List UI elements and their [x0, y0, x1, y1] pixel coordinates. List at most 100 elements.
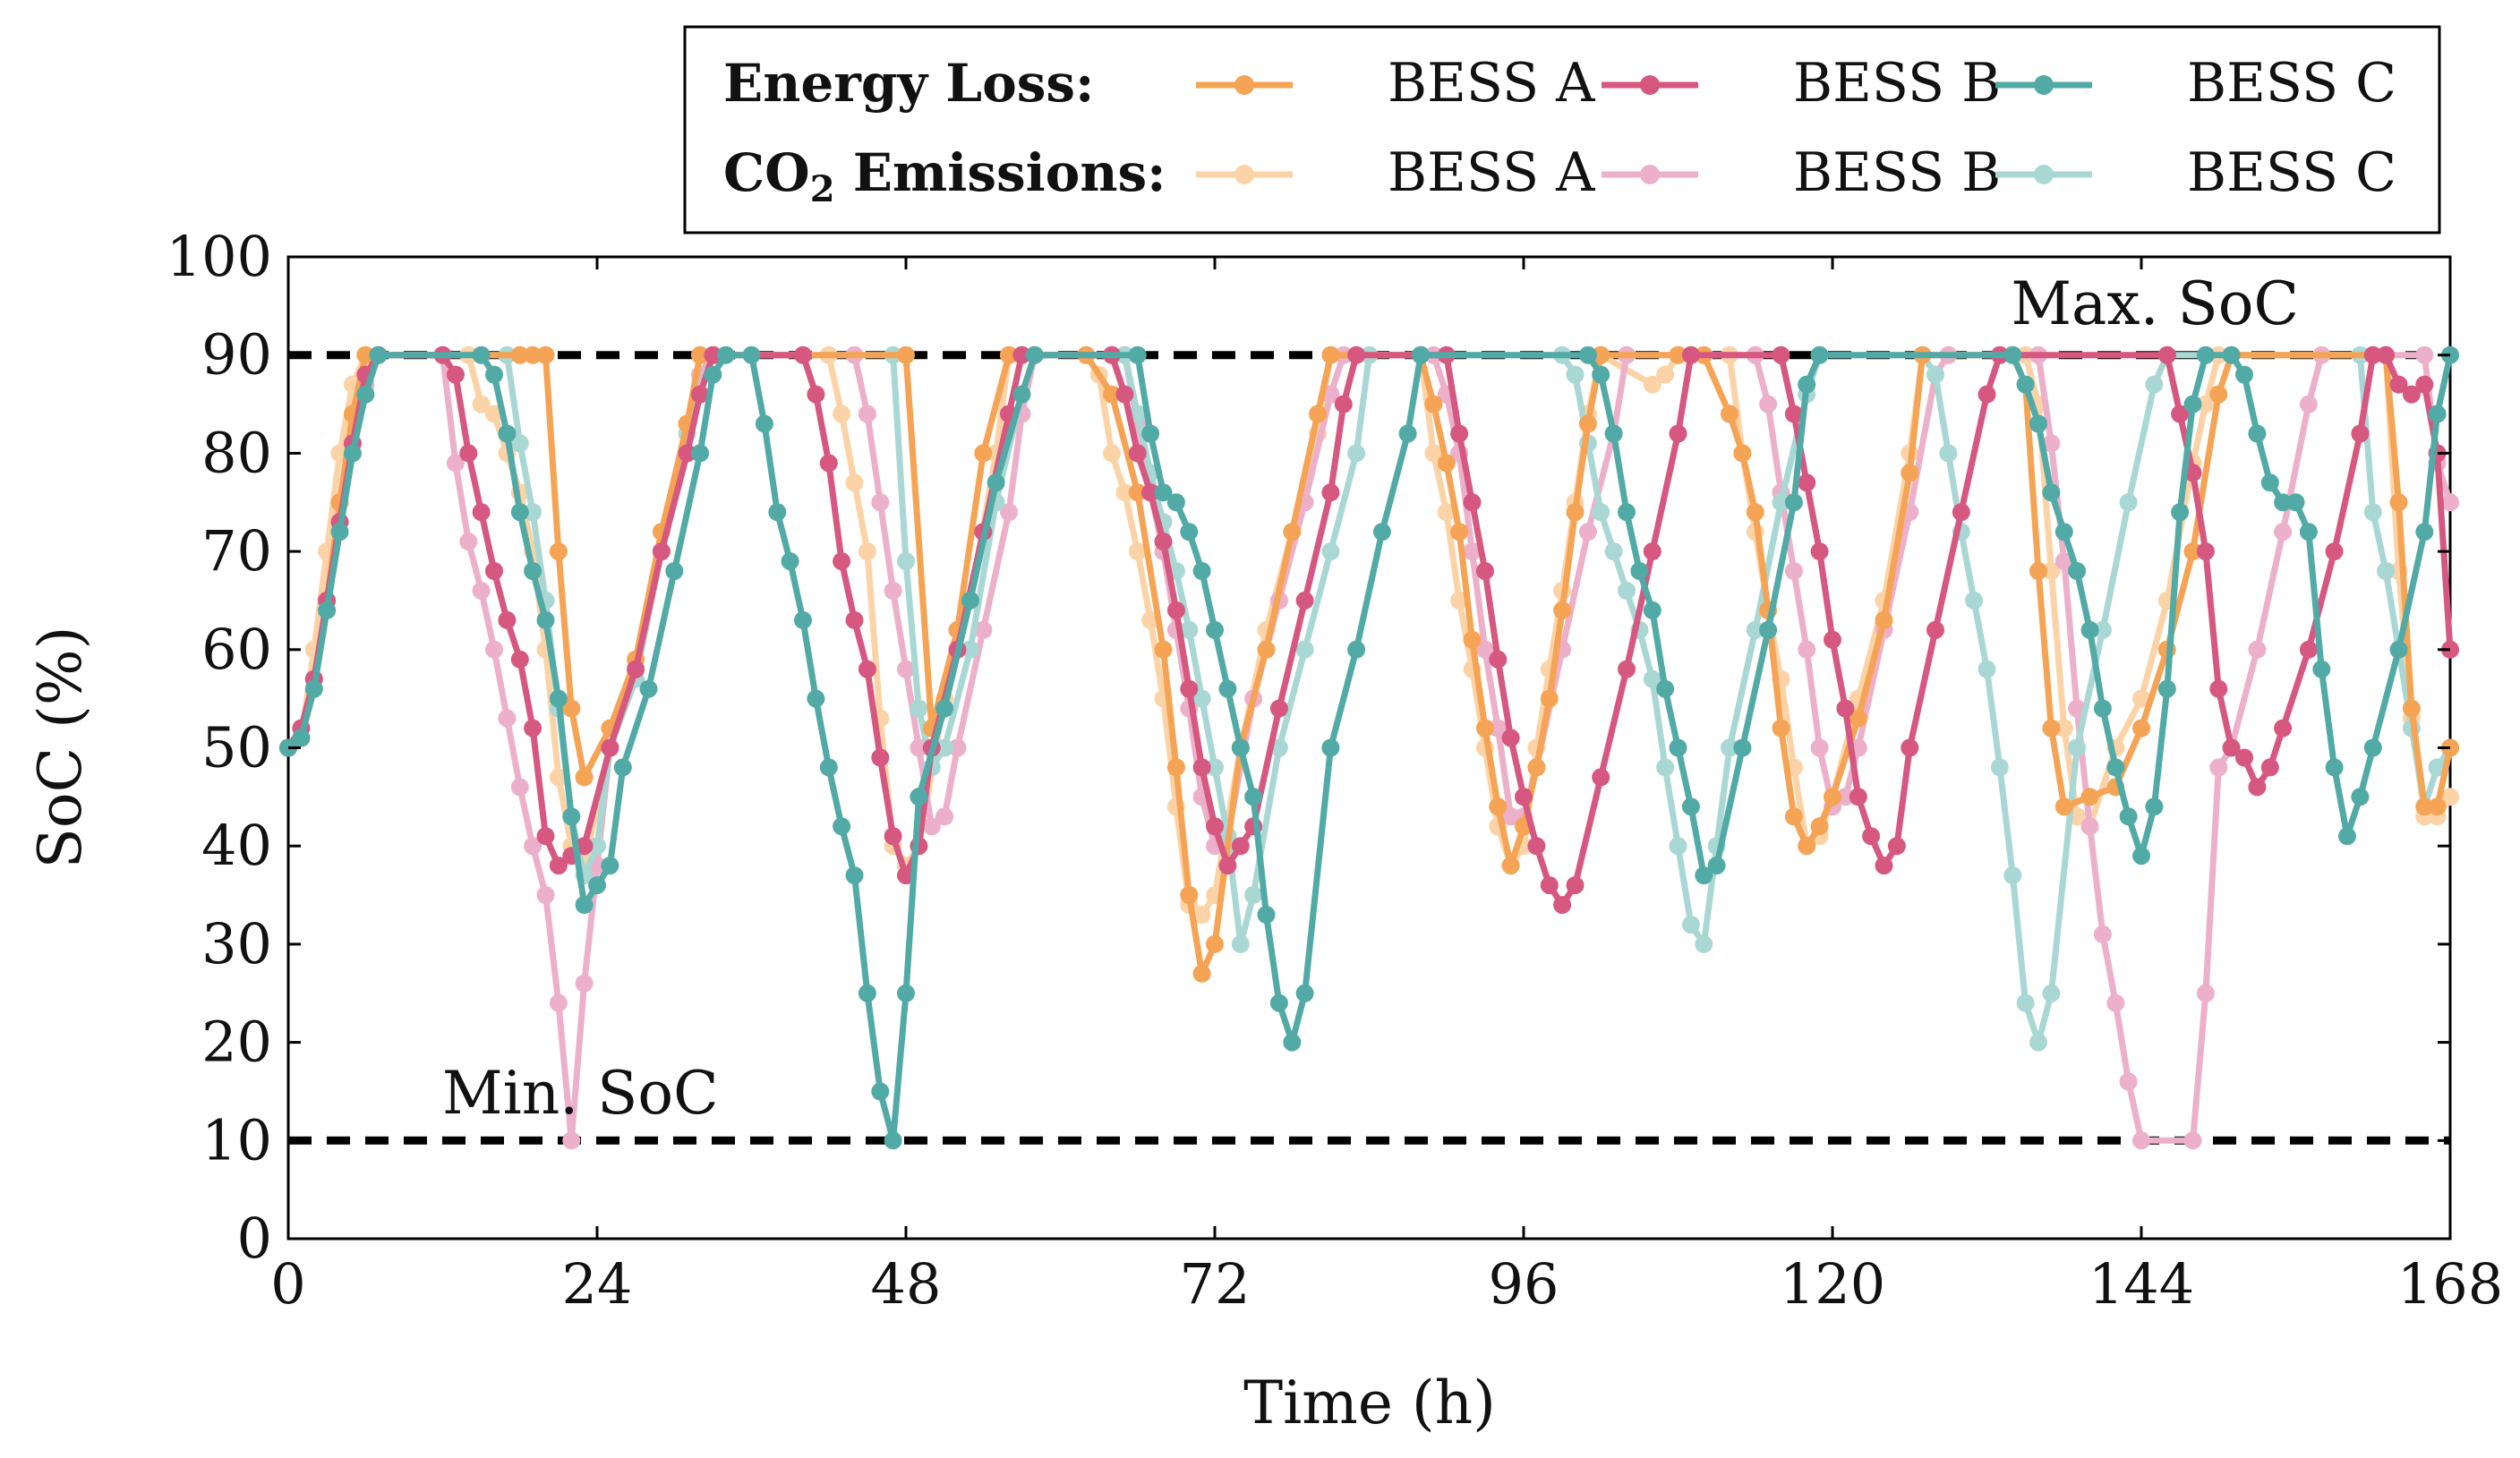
data-point-energy-bess-c [2363, 738, 2382, 757]
data-point-energy-bess-c [2415, 523, 2434, 541]
data-point-energy-bess-c [716, 345, 735, 364]
x-tick-label: 144 [2089, 1251, 2194, 1317]
data-point-energy-bess-b [691, 385, 709, 404]
data-point-energy-bess-b [2235, 748, 2253, 767]
data-point-energy-bess-a [1824, 788, 1841, 806]
legend-box [683, 25, 2441, 234]
data-point-energy-bess-c [2183, 395, 2202, 414]
data-point-energy-bess-b [704, 345, 722, 364]
data-point-co2-bess-a [1437, 503, 1456, 522]
data-point-energy-bess-c [1347, 640, 1366, 659]
data-point-co2-bess-b [562, 1131, 581, 1150]
data-point-energy-bess-a [1257, 640, 1276, 659]
data-point-co2-bess-b [897, 660, 915, 678]
data-point-co2-bess-a [2196, 395, 2215, 414]
data-point-co2-bess-b [1475, 640, 1494, 659]
data-point-energy-bess-c [2325, 758, 2344, 777]
data-point-energy-bess-b [1849, 788, 1867, 806]
data-point-energy-bess-b [549, 857, 568, 875]
data-point-co2-bess-b [498, 709, 517, 728]
data-point-energy-bess-a [1784, 807, 1803, 826]
data-point-co2-bess-c [1295, 640, 1314, 659]
data-point-co2-bess-c [2016, 993, 2035, 1012]
data-point-energy-bess-c [292, 729, 311, 747]
data-point-co2-bess-a [858, 542, 876, 561]
legend-swatch-marker-co2-bess-c [2034, 165, 2054, 184]
data-point-energy-bess-c [1398, 424, 1417, 443]
data-point-energy-bess-c [1630, 562, 1649, 580]
data-point-energy-bess-c [1128, 345, 1147, 364]
data-point-co2-bess-b [1798, 640, 1816, 659]
data-point-co2-bess-c [1939, 444, 1958, 463]
data-point-energy-bess-b [1334, 395, 1353, 414]
data-point-energy-bess-b [2363, 345, 2382, 364]
data-point-co2-bess-c [2003, 866, 2022, 885]
legend-swatch-marker-energy-bess-c [2034, 75, 2054, 95]
y-tick-label: 80 [201, 420, 272, 485]
data-point-co2-bess-c [2042, 984, 2061, 1002]
data-point-energy-bess-c [2196, 345, 2215, 364]
data-point-energy-bess-c [2299, 523, 2318, 541]
data-point-co2-bess-b [2054, 552, 2073, 571]
data-point-energy-bess-b [459, 444, 478, 463]
x-tick-label: 48 [871, 1251, 942, 1317]
data-point-co2-bess-c [1618, 582, 1636, 600]
axes-layer: 0 24 48 72 96 120 144 168 0 10 20 30 40 50 60 70 80 90 100 [167, 224, 2504, 1317]
data-point-co2-bess-a [2042, 562, 2061, 580]
data-point-energy-bess-c [935, 699, 954, 718]
data-point-energy-bess-b [498, 610, 517, 629]
data-point-energy-bess-b [1489, 650, 1508, 669]
data-point-co2-bess-c [2068, 738, 2087, 757]
data-point-energy-bess-c [1798, 375, 1816, 394]
data-point-energy-bess-c [1669, 738, 1687, 757]
data-point-co2-bess-c [2377, 562, 2396, 580]
data-point-energy-bess-b [1952, 503, 1970, 522]
data-point-energy-bess-c [1784, 493, 1803, 512]
data-point-co2-bess-c [1669, 837, 1687, 856]
x-tick-label: 24 [562, 1251, 633, 1317]
data-point-energy-bess-a [1772, 719, 1790, 738]
data-point-co2-bess-b [935, 807, 954, 826]
data-point-energy-bess-b [1798, 473, 1816, 492]
data-point-co2-bess-a [1115, 483, 1134, 502]
data-point-co2-bess-a [1656, 365, 1675, 384]
data-point-energy-bess-a [1128, 483, 1147, 502]
data-point-energy-bess-c [768, 503, 787, 522]
data-point-co2-bess-c [588, 837, 606, 856]
data-point-co2-bess-b [1759, 395, 1778, 414]
data-point-energy-bess-b [1824, 630, 1841, 649]
data-point-energy-bess-b [1141, 483, 1160, 502]
data-point-co2-bess-b [1501, 807, 1520, 826]
data-point-energy-bess-b [2171, 405, 2190, 423]
data-point-energy-bess-c [2016, 375, 2035, 394]
data-point-co2-bess-c [2363, 503, 2382, 522]
data-point-energy-bess-b [1784, 405, 1803, 423]
data-point-energy-bess-b [1862, 827, 1881, 846]
legend-swatches [1196, 75, 2092, 184]
data-point-co2-bess-b [575, 974, 594, 993]
data-point-co2-bess-c [1244, 886, 1263, 904]
data-point-co2-bess-b [974, 620, 993, 639]
data-point-energy-bess-a [2183, 542, 2202, 561]
data-point-energy-bess-b [1166, 601, 1185, 619]
data-point-energy-bess-b [2196, 542, 2215, 561]
data-point-energy-bess-c [2338, 827, 2356, 846]
data-point-energy-bess-b [1901, 738, 1919, 757]
data-point-energy-bess-c [639, 679, 658, 698]
data-point-co2-bess-c [1990, 758, 2009, 777]
data-point-energy-bess-b [833, 552, 851, 571]
data-point-energy-bess-c [2054, 523, 2073, 541]
data-point-energy-bess-c [1244, 788, 1263, 806]
data-point-energy-bess-c [2260, 473, 2279, 492]
data-point-energy-bess-b [1347, 345, 1366, 364]
data-point-energy-bess-c [498, 424, 517, 443]
data-point-energy-bess-a [524, 345, 542, 364]
data-point-energy-bess-a [1501, 857, 1520, 875]
data-point-co2-bess-c [524, 503, 542, 522]
data-point-co2-bess-b [549, 993, 568, 1012]
x-tick-label: 0 [270, 1251, 305, 1317]
data-point-energy-bess-a [1103, 385, 1121, 404]
data-point-co2-bess-b [1784, 562, 1803, 580]
data-point-energy-bess-c [1025, 345, 1044, 364]
y-tick-label: 30 [201, 911, 272, 976]
